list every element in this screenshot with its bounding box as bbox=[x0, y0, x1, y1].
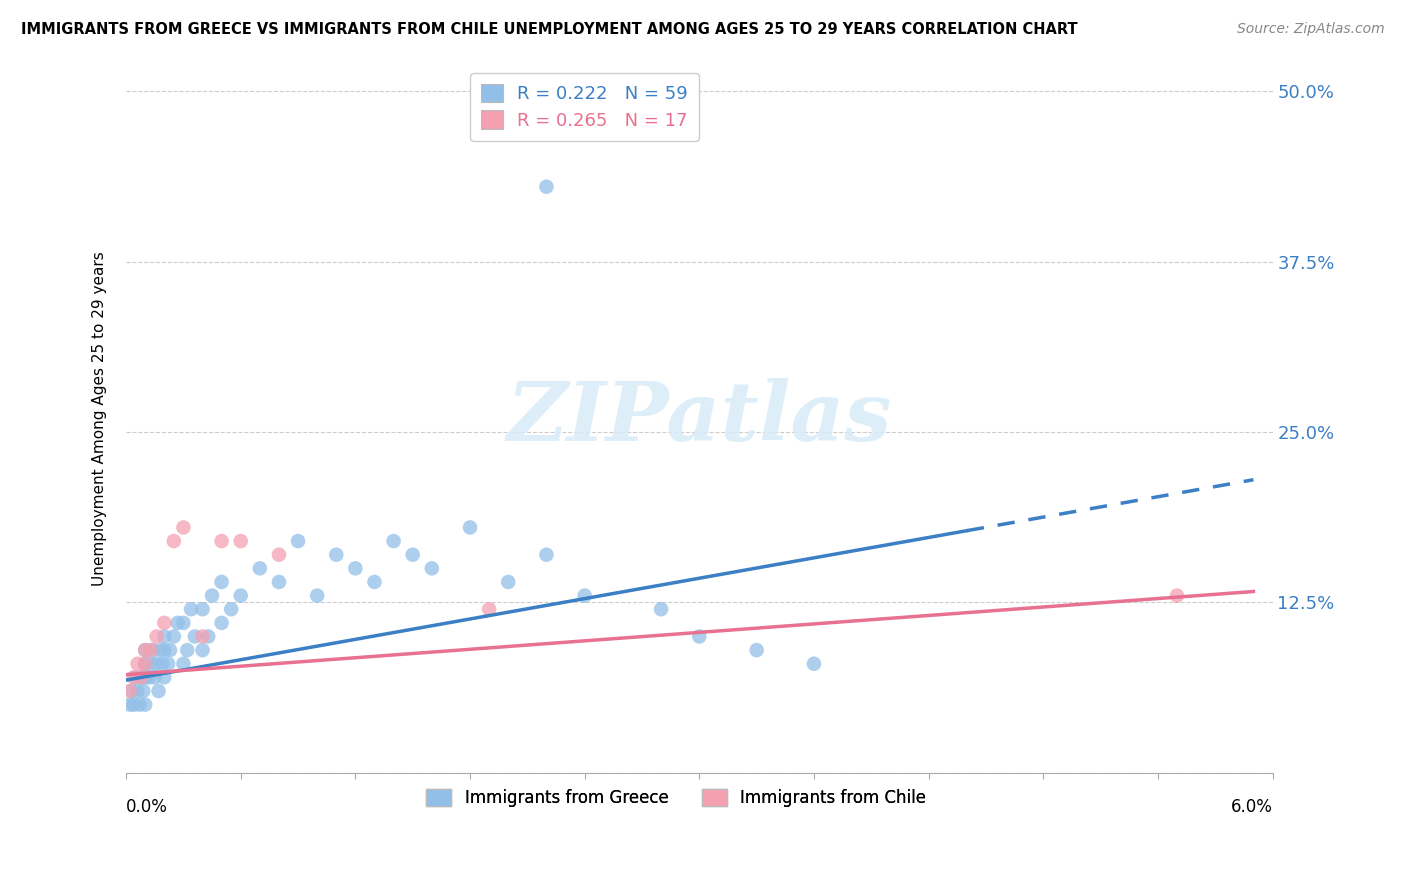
Y-axis label: Unemployment Among Ages 25 to 29 years: Unemployment Among Ages 25 to 29 years bbox=[93, 251, 107, 586]
Point bbox=[745, 643, 768, 657]
Point bbox=[211, 574, 233, 589]
Point bbox=[229, 589, 252, 603]
Point bbox=[118, 684, 141, 698]
Point bbox=[184, 630, 207, 644]
Point bbox=[1166, 589, 1188, 603]
Point bbox=[148, 684, 170, 698]
Point bbox=[650, 602, 672, 616]
Point bbox=[172, 520, 194, 534]
Point bbox=[131, 670, 153, 684]
Point bbox=[139, 643, 162, 657]
Point bbox=[138, 670, 160, 684]
Point bbox=[172, 615, 194, 630]
Point bbox=[267, 574, 290, 589]
Point bbox=[134, 657, 156, 671]
Point bbox=[153, 630, 176, 644]
Point bbox=[219, 602, 242, 616]
Point bbox=[150, 657, 173, 671]
Point bbox=[201, 589, 224, 603]
Point bbox=[139, 657, 162, 671]
Point bbox=[153, 670, 176, 684]
Point bbox=[153, 615, 176, 630]
Point bbox=[211, 615, 233, 630]
Text: 6.0%: 6.0% bbox=[1230, 797, 1272, 816]
Point bbox=[143, 670, 166, 684]
Point bbox=[127, 684, 149, 698]
Point bbox=[229, 534, 252, 549]
Point bbox=[134, 657, 156, 671]
Point bbox=[197, 630, 219, 644]
Point bbox=[536, 548, 558, 562]
Point bbox=[145, 657, 167, 671]
Point bbox=[149, 643, 172, 657]
Point bbox=[307, 589, 329, 603]
Point bbox=[166, 615, 188, 630]
Point bbox=[134, 643, 156, 657]
Point bbox=[478, 602, 501, 616]
Point bbox=[287, 534, 309, 549]
Point bbox=[325, 548, 347, 562]
Point bbox=[402, 548, 425, 562]
Point bbox=[267, 548, 290, 562]
Point bbox=[159, 643, 181, 657]
Point bbox=[121, 684, 143, 698]
Point bbox=[574, 589, 596, 603]
Point bbox=[122, 698, 145, 712]
Point bbox=[382, 534, 405, 549]
Point bbox=[180, 602, 202, 616]
Point bbox=[134, 643, 156, 657]
Text: 0.0%: 0.0% bbox=[127, 797, 167, 816]
Legend: Immigrants from Greece, Immigrants from Chile: Immigrants from Greece, Immigrants from … bbox=[420, 782, 934, 814]
Point bbox=[122, 670, 145, 684]
Point bbox=[803, 657, 825, 671]
Point bbox=[688, 630, 710, 644]
Point bbox=[191, 602, 214, 616]
Point bbox=[211, 534, 233, 549]
Text: ZIPatlas: ZIPatlas bbox=[506, 378, 891, 458]
Point bbox=[172, 657, 194, 671]
Point bbox=[344, 561, 367, 575]
Point bbox=[420, 561, 443, 575]
Point bbox=[536, 179, 558, 194]
Point bbox=[118, 698, 141, 712]
Point bbox=[191, 643, 214, 657]
Point bbox=[496, 574, 519, 589]
Point bbox=[132, 684, 155, 698]
Point bbox=[249, 561, 271, 575]
Point bbox=[191, 630, 214, 644]
Point bbox=[142, 643, 165, 657]
Point bbox=[134, 670, 156, 684]
Text: IMMIGRANTS FROM GREECE VS IMMIGRANTS FROM CHILE UNEMPLOYMENT AMONG AGES 25 TO 29: IMMIGRANTS FROM GREECE VS IMMIGRANTS FRO… bbox=[21, 22, 1078, 37]
Point bbox=[145, 630, 167, 644]
Point bbox=[163, 534, 186, 549]
Point bbox=[363, 574, 385, 589]
Point bbox=[157, 657, 180, 671]
Point bbox=[124, 670, 146, 684]
Text: Source: ZipAtlas.com: Source: ZipAtlas.com bbox=[1237, 22, 1385, 37]
Point bbox=[128, 698, 150, 712]
Point bbox=[131, 670, 153, 684]
Point bbox=[458, 520, 481, 534]
Point bbox=[127, 657, 149, 671]
Point bbox=[176, 643, 198, 657]
Point bbox=[134, 698, 156, 712]
Point bbox=[153, 643, 176, 657]
Point bbox=[163, 630, 186, 644]
